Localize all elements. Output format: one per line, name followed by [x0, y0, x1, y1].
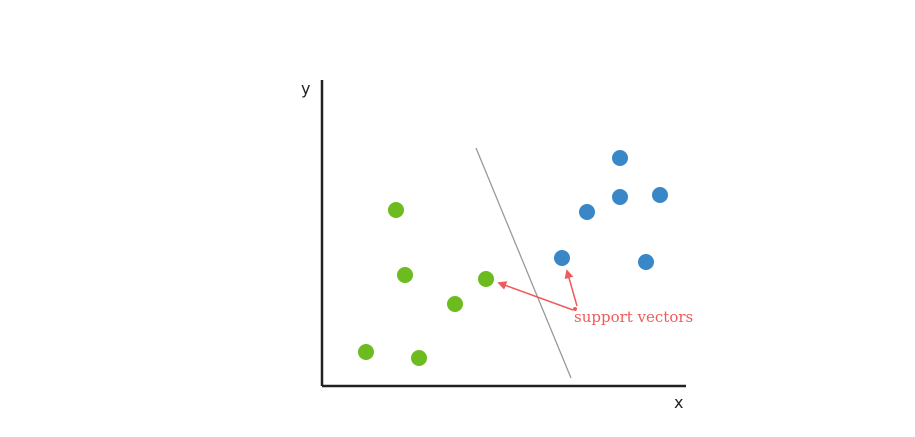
- annotation-arrow-green: [497, 281, 574, 311]
- green-point: [447, 296, 463, 312]
- x-axis-label: x: [674, 393, 683, 412]
- green-point: [397, 267, 413, 283]
- separating-hyperplane: [475, 147, 572, 379]
- blue-point: [579, 204, 595, 220]
- green-point: [388, 202, 404, 218]
- green-point-support-vector: [478, 271, 494, 287]
- blue-point: [612, 189, 628, 205]
- annotation-anchor-dot: [573, 307, 577, 311]
- blue-point: [612, 150, 628, 166]
- y-axis-label: y: [301, 79, 310, 98]
- blue-point: [652, 187, 668, 203]
- annotation-arrow-blue: [564, 269, 578, 307]
- green-point: [411, 350, 427, 366]
- blue-point: [638, 254, 654, 270]
- blue-point-support-vector: [554, 250, 570, 266]
- green-point: [358, 344, 374, 360]
- support-vectors-label: support vectors: [574, 308, 693, 326]
